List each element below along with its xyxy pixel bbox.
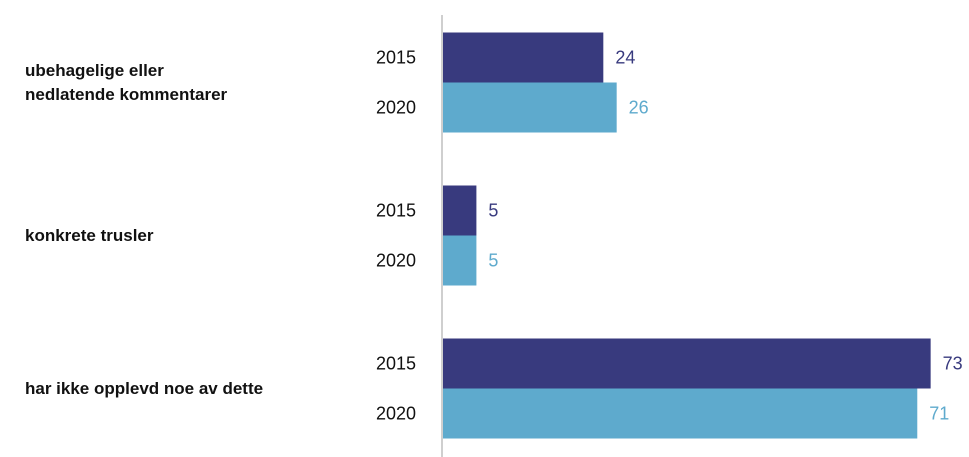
series-label: 2020 bbox=[376, 97, 416, 117]
bar bbox=[443, 388, 918, 439]
category-label: konkrete trusler bbox=[25, 225, 154, 245]
category-label: har ikke opplevd noe av dette bbox=[25, 378, 264, 398]
series-label: 2015 bbox=[376, 353, 416, 373]
bar bbox=[443, 235, 477, 286]
value-label: 5 bbox=[488, 250, 498, 270]
category-label: ubehagelige eller nedlatende kommentarer bbox=[25, 60, 228, 104]
series-label: 2015 bbox=[376, 47, 416, 67]
bar bbox=[443, 32, 604, 83]
bar bbox=[443, 338, 931, 389]
value-label: 5 bbox=[488, 200, 498, 220]
value-label: 71 bbox=[929, 403, 949, 423]
series-label: 2015 bbox=[376, 200, 416, 220]
series-label: 2020 bbox=[376, 250, 416, 270]
series-label: 2020 bbox=[376, 403, 416, 423]
bar bbox=[443, 185, 477, 236]
value-label: 73 bbox=[943, 353, 963, 373]
bar bbox=[443, 82, 617, 133]
value-label: 26 bbox=[629, 97, 649, 117]
value-label: 24 bbox=[615, 47, 635, 67]
